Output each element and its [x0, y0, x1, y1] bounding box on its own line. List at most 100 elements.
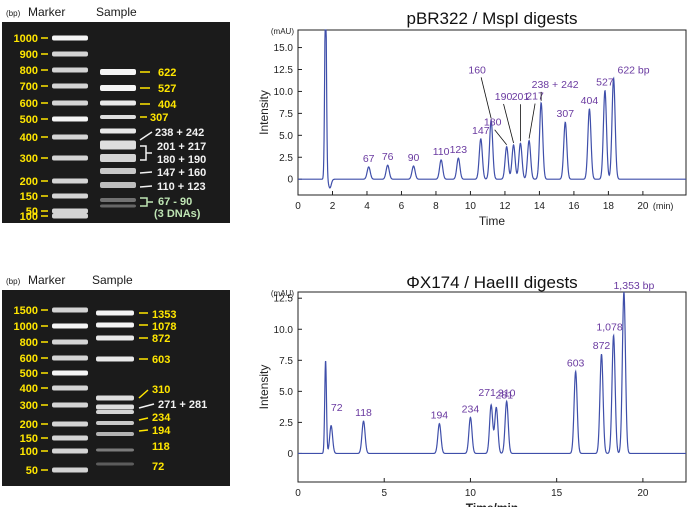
marker-band — [52, 435, 88, 441]
gel-panel-bottom: (bp) Marker Sample 1500 1000 800 600 500 400 300 2… — [0, 268, 232, 488]
peak-label: 310 — [498, 387, 516, 399]
sample-band — [96, 404, 134, 410]
x-tick-label: 6 — [399, 201, 405, 212]
marker-band — [52, 134, 88, 140]
chart-title: ΦX174 / HaeIII digests — [406, 273, 577, 292]
ladder-size-label: 800 — [20, 337, 38, 349]
marker-band — [52, 339, 88, 345]
peak-label: 67 — [363, 153, 375, 165]
y-tick-label: 7.5 — [279, 109, 293, 120]
sample-size-label: 118 — [152, 441, 170, 453]
peak-label: 307 — [557, 108, 575, 120]
gel-background — [2, 22, 230, 223]
y-tick-label: 7.5 — [279, 356, 293, 367]
peak-label: 234 — [462, 403, 480, 415]
ladder-size-label: 400 — [20, 383, 38, 395]
sample-band — [100, 204, 136, 208]
ladder-size-label: 200 — [20, 176, 38, 188]
sample-band — [100, 198, 136, 202]
marker-band — [52, 116, 88, 122]
y-tick-label: 15.0 — [274, 43, 294, 54]
gel-sample-header: Sample — [92, 273, 133, 287]
peak-label: 190 — [495, 91, 513, 103]
marker-band — [52, 100, 88, 106]
y-unit-label: (mAU) — [271, 289, 294, 298]
x-tick-label: 0 — [295, 488, 301, 499]
gel-image-bottom: (bp) Marker Sample 1500 1000 800 600 500 400 300 2… — [2, 273, 230, 486]
ladder-size-label: 150 — [20, 191, 38, 203]
sample-size-label: 1078 — [152, 321, 176, 333]
sample-band — [100, 128, 136, 134]
ladder-size-label: 100 — [20, 211, 38, 223]
sample-size-label: 622 — [158, 67, 176, 79]
sample-size-label: 271 + 281 — [158, 399, 207, 411]
sample-band — [100, 154, 136, 162]
x-tick-label: 20 — [637, 201, 649, 212]
ladder-size-label: 500 — [20, 368, 38, 380]
peak-label: 404 — [581, 95, 599, 107]
plot-frame — [297, 291, 687, 483]
marker-band — [52, 323, 88, 329]
gel-marker-header: Marker — [28, 273, 65, 287]
peak-label: 180 — [484, 117, 502, 129]
ladder-size-label: 400 — [20, 132, 38, 144]
peak-label: 123 — [450, 144, 468, 156]
ladder-size-label: 50 — [26, 206, 38, 218]
sample-band — [100, 69, 136, 75]
sample-size-label: 147 + 160 — [157, 167, 206, 179]
gel-panel-top: (bp) Marker Sample 1000 900 800 700 600 500 400 30… — [0, 0, 232, 225]
y-axis-label: Intensity — [257, 90, 271, 135]
x-tick-label: 12 — [499, 201, 511, 212]
peak-label: 110 — [433, 146, 450, 158]
peak-label: 118 — [355, 407, 372, 419]
peak-label: 147 — [472, 125, 490, 137]
sample-band — [96, 395, 134, 401]
marker-band — [52, 402, 88, 408]
sample-band — [96, 356, 134, 362]
sample-size-label: 110 + 123 — [157, 181, 206, 193]
ladder-size-label: 600 — [20, 98, 38, 110]
ladder-size-label: 900 — [20, 49, 38, 61]
ladder-size-label: 500 — [20, 114, 38, 126]
y-unit-label: (mAU) — [271, 27, 294, 36]
marker-band — [52, 67, 88, 73]
sample-label-tick — [138, 389, 149, 399]
sample-size-label: 404 — [158, 99, 177, 111]
x-tick-label: 10 — [465, 201, 477, 212]
sample-size-label: 1353 — [152, 309, 176, 321]
marker-band — [52, 385, 88, 391]
peak-label: 872 — [593, 340, 611, 352]
ladder-size-label: 50 — [26, 465, 38, 477]
ladder-size-label: 200 — [20, 419, 38, 431]
sample-size-label: 194 — [152, 425, 171, 437]
marker-band — [52, 355, 88, 361]
peak-label: 238 + 242 — [532, 79, 579, 91]
marker-band — [52, 155, 88, 161]
y-tick-label: 0 — [287, 175, 293, 186]
peak-label: 217 — [526, 91, 544, 103]
x-tick-label: 14 — [534, 201, 546, 212]
peak-leader-line — [480, 77, 492, 119]
marker-band — [52, 467, 88, 473]
y-tick-label: 5.0 — [279, 387, 293, 398]
x-tick-label: 10 — [465, 488, 477, 499]
y-tick-label: 2.5 — [279, 418, 293, 429]
x-tick-label: 0 — [295, 201, 301, 212]
marker-band — [52, 448, 88, 454]
peak-label: 281 — [496, 389, 514, 401]
sample-size-label: 201 + 217 — [157, 141, 206, 153]
ladder-size-label: 600 — [20, 353, 38, 365]
marker-band — [52, 51, 88, 57]
sample-label-tick — [138, 429, 149, 432]
peak-label: 201 — [512, 91, 530, 103]
series-line — [298, 29, 686, 189]
ladder-size-label: 1500 — [14, 305, 38, 317]
plot-frame — [297, 29, 687, 196]
ladder-size-label: 300 — [20, 153, 38, 165]
peak-label: 72 — [331, 402, 343, 414]
ladder-size-label: 1000 — [14, 321, 38, 333]
chart-title: pBR322 / MspI digests — [406, 9, 577, 28]
sample-size-label: 234 — [152, 412, 171, 424]
sample-label-tick — [139, 185, 153, 188]
gel-image-top: (bp) Marker Sample 1000 900 800 700 600 500 400 30… — [2, 5, 230, 223]
